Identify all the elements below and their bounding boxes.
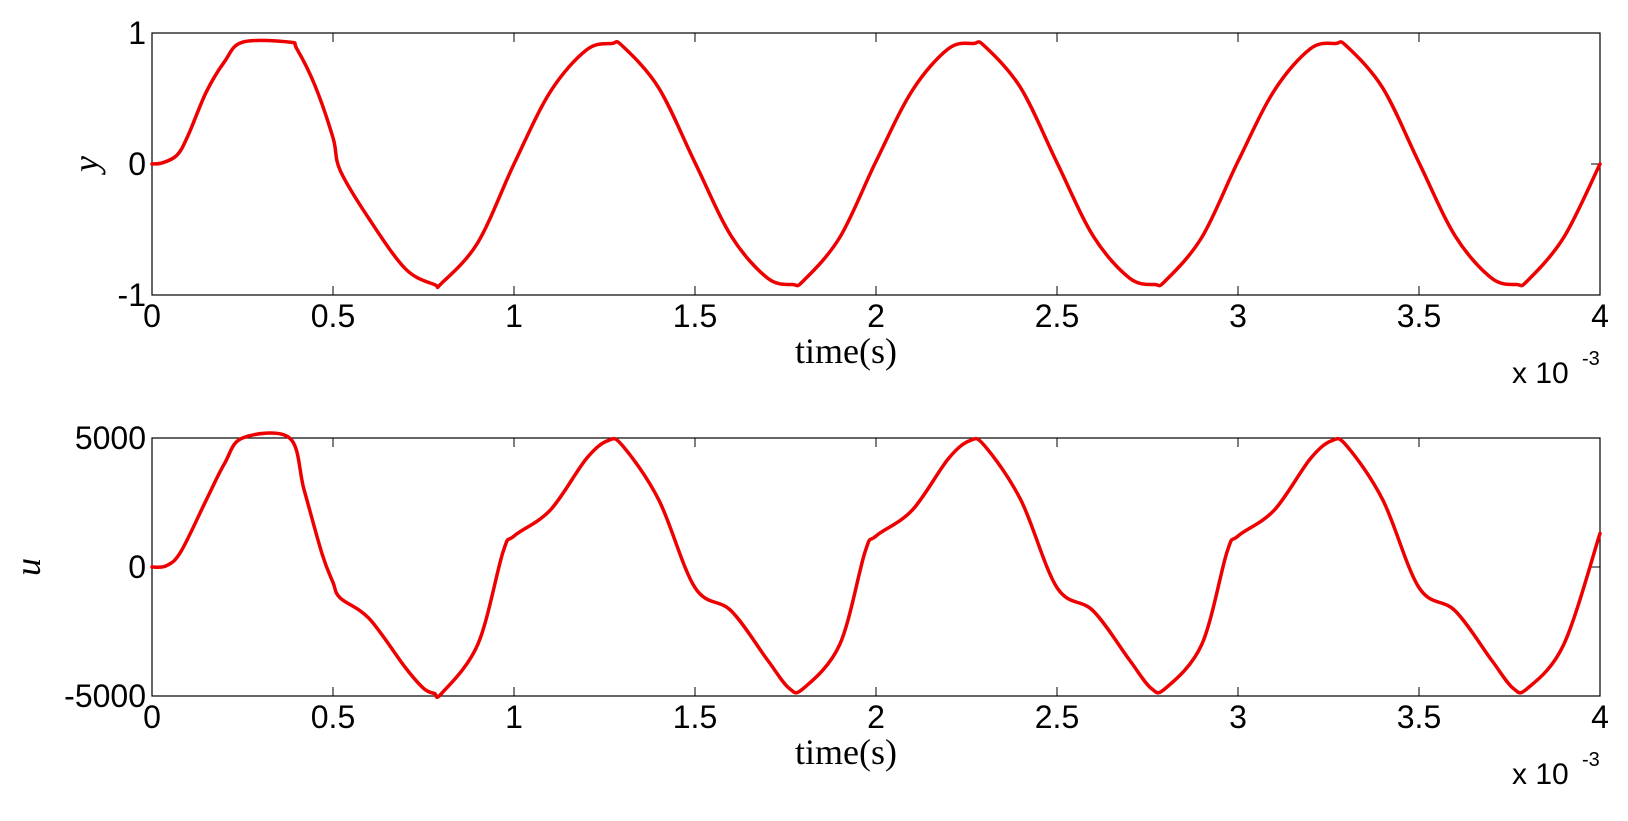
x-tick-label: 3.5 [1397,699,1441,735]
x-tick-label: 3.5 [1397,298,1441,334]
x-exponent-power: -3 [1582,348,1600,370]
x-tick-label: 2 [867,298,885,334]
x-tick-label: 0 [143,298,161,334]
x-tick-label: 2 [867,699,885,735]
y-axis-label: y [66,156,106,175]
x-tick-label: 1 [505,298,523,334]
x-tick-label: 2.5 [1035,298,1079,334]
x-tick-label: 4 [1591,699,1609,735]
y-tick-label: 0 [128,146,146,182]
x-tick-label: 3 [1229,298,1247,334]
x-tick-label: 0.5 [311,699,355,735]
x-axis-label: time(s) [795,331,897,371]
x-tick-label: 1.5 [673,699,717,735]
x-tick-label: 1.5 [673,298,717,334]
y-axis-label: u [8,558,48,576]
x-axis-label: time(s) [795,732,897,772]
x-tick-label: 0.5 [311,298,355,334]
plot-frame [151,437,1601,697]
y-tick-label: -5000 [64,678,146,714]
x-exponent-label: x 10 [1512,758,1569,791]
top-plot-series-line [150,38,1602,290]
x-tick-label: 1 [505,699,523,735]
x-tick-label: 0 [143,699,161,735]
y-tick-label: -1 [118,277,146,313]
x-tick-label: 3 [1229,699,1247,735]
x-tick-label: 4 [1591,298,1609,334]
y-tick-label: 0 [128,549,146,585]
y-tick-label: 5000 [75,420,146,456]
x-tick-label: 2.5 [1035,699,1079,735]
y-tick-label: 1 [128,15,146,51]
bottom-plot-series-line [150,431,1602,699]
x-exponent-label: x 10 [1512,357,1569,390]
x-exponent-power: -3 [1582,749,1600,771]
